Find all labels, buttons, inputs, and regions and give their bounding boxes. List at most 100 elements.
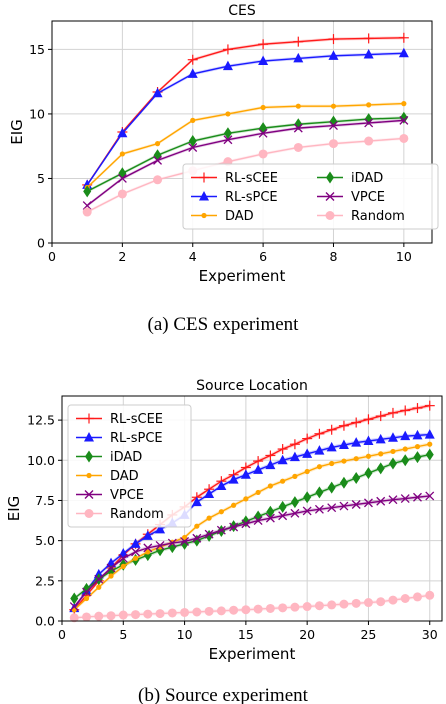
source-xtick-label: 15 [238, 627, 254, 642]
source-point-dad [390, 448, 396, 455]
source-point-rl-scee [351, 417, 362, 428]
ces-point-random [153, 175, 163, 185]
source-point-rl-scee [412, 403, 423, 414]
source-point-idad [303, 491, 312, 504]
ces-point-dad [260, 104, 266, 111]
ces-title: CES [228, 3, 256, 19]
source-point-random [167, 608, 177, 618]
source-point-vpce [204, 529, 214, 539]
source-location-chart: 0 5 10 15 20 25 30 0.0 2.5 5.0 7.5 10.0 12.5 Source L… [5, 378, 443, 663]
source-point-rl-spce [265, 459, 276, 470]
ces-point-rl-spce [363, 49, 374, 59]
source-point-vpce [327, 503, 337, 513]
source-point-vpce [351, 500, 361, 509]
source-point-idad [425, 448, 434, 461]
source-legend-label-random: Random [110, 507, 164, 522]
source-point-vpce [155, 541, 165, 550]
ces-series-rl-spce [82, 47, 409, 189]
source-point-dad [218, 509, 224, 515]
source-point-vpce [167, 538, 177, 548]
source-legend-marker-rl-scee [84, 413, 94, 424]
ces-point-random [399, 133, 409, 143]
source-point-random [290, 602, 300, 612]
ces-point-random [258, 149, 268, 159]
ces-point-vpce [329, 121, 338, 131]
ces-point-idad [223, 127, 232, 140]
ces-point-dad [190, 117, 196, 123]
source-point-rl-spce [338, 439, 349, 450]
ces-legend-item-random: Random [317, 209, 405, 224]
source-point-rl-scee [375, 411, 386, 422]
ces-point-random [364, 136, 374, 146]
source-point-dad [145, 549, 151, 555]
ces-point-vpce [188, 143, 198, 152]
source-legend-marker-random [84, 509, 94, 518]
source-ytick-label: 5.0 [35, 533, 55, 548]
source-point-dad [96, 584, 102, 590]
source-legend-marker-idad [85, 450, 93, 463]
ces-xtick-label: 8 [330, 249, 338, 264]
source-point-vpce [363, 498, 373, 508]
source-point-random [253, 604, 263, 614]
source-ytick-label: 10.0 [27, 453, 55, 468]
source-point-rl-scee [253, 456, 264, 467]
ces-point-dad [295, 103, 301, 109]
source-xtick-label: 0 [58, 627, 66, 642]
source-point-dad [316, 464, 323, 470]
source-point-rl-spce [216, 480, 227, 490]
source-point-random [265, 603, 275, 613]
ces-xtick-label: 4 [189, 249, 197, 264]
ces-point-idad [294, 118, 303, 131]
ces-point-idad [364, 113, 373, 126]
source-point-rl-spce [326, 441, 337, 452]
ces-xtick-label: 10 [396, 249, 412, 264]
ces-ylabel: EIG [8, 119, 26, 145]
source-point-random [82, 612, 92, 622]
source-point-rl-spce [155, 523, 166, 534]
source-point-vpce [376, 496, 386, 506]
source-point-vpce [229, 522, 239, 532]
source-point-idad [376, 462, 385, 475]
ces-line-rl-scee [86, 37, 404, 186]
caption-source: (b) Source experiment [138, 685, 309, 704]
ces-legend-marker-rl-scee [199, 172, 209, 183]
source-point-rl-spce [424, 429, 435, 439]
ces-point-dad [119, 151, 125, 157]
source-point-dad [378, 451, 384, 457]
ces-point-rl-scee [187, 54, 198, 65]
source-point-idad [266, 505, 275, 518]
source-xtick-label: 10 [177, 627, 193, 642]
caption-ces: (a) CES experiment [148, 314, 300, 335]
source-point-random [143, 609, 153, 619]
source-point-rl-spce [375, 433, 386, 444]
source-point-vpce [118, 553, 128, 563]
source-point-vpce [180, 536, 190, 546]
ces-point-rl-spce [258, 55, 269, 66]
source-series-random [69, 590, 435, 623]
ces-point-rl-spce [293, 52, 304, 63]
ces-point-rl-scee [293, 36, 304, 47]
ces-legend-label-vpce: VPCE [351, 190, 385, 205]
ces-series-random [82, 133, 409, 217]
source-point-dad [365, 453, 372, 459]
source-ytick-label: 2.5 [35, 573, 55, 588]
source-legend-item-dad: DAD [76, 469, 139, 484]
source-point-dad [267, 483, 273, 489]
ces-legend-box [182, 163, 439, 230]
ces-point-random [328, 139, 338, 149]
source-point-random [412, 592, 422, 602]
source-point-vpce [131, 547, 141, 557]
source-point-random [314, 601, 324, 611]
source-point-rl-spce [228, 474, 239, 484]
source-legend-marker-rl-spce [84, 432, 94, 442]
source-point-vpce [302, 506, 312, 516]
ces-line-random [86, 137, 404, 213]
source-point-dad [181, 534, 188, 541]
source-point-random [302, 602, 312, 612]
source-ytick-label: 0.0 [35, 614, 55, 629]
ces-line-vpce [86, 119, 404, 207]
source-point-rl-scee [277, 444, 288, 455]
source-point-rl-scee [387, 407, 398, 418]
source-point-dad [427, 441, 433, 447]
source-point-idad [413, 451, 422, 464]
